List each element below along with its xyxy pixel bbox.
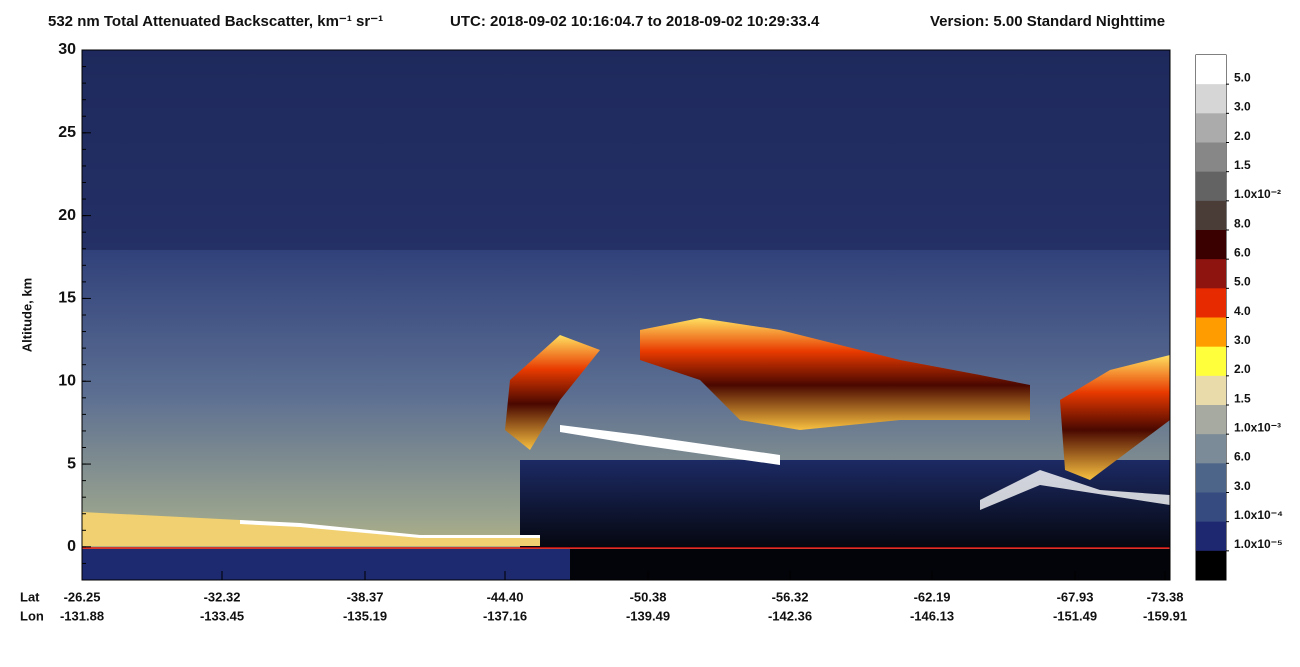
lat-label: -67.93	[1057, 589, 1094, 604]
lat-label: -26.25	[64, 589, 101, 604]
lon-label: -133.45	[200, 608, 244, 623]
colorbar-label: 4.0	[1234, 304, 1251, 318]
colorbar-segment	[1196, 142, 1226, 173]
colorbar-label: 1.5	[1234, 158, 1251, 172]
colorbar-label: 6.0	[1234, 450, 1251, 464]
attenuated-region	[520, 460, 1170, 548]
colorbar-label: 2.0	[1234, 362, 1251, 376]
y-axis-label: Altitude, km	[19, 278, 34, 352]
colorbar-segment	[1196, 317, 1226, 348]
subsurface	[82, 549, 570, 580]
lat-label: -44.40	[487, 589, 524, 604]
lon-label: -142.36	[768, 608, 812, 623]
boundary-layer-top	[240, 520, 540, 538]
lat-label: -38.37	[347, 589, 384, 604]
colorbar-label: 2.0	[1234, 129, 1251, 143]
colorbar-segment	[1196, 346, 1226, 377]
y-tick-label: 20	[58, 207, 76, 224]
upper-noise	[82, 50, 1170, 250]
colorbar-segment	[1196, 84, 1226, 114]
colorbar-label: 5.0	[1234, 275, 1251, 289]
colorbar-label: 3.0	[1234, 333, 1251, 347]
lon-label: -159.91	[1143, 608, 1187, 623]
colorbar-segment	[1196, 463, 1226, 493]
colorbar-segment	[1196, 521, 1226, 552]
lon-label: -146.13	[910, 608, 954, 623]
title: 532 nm Total Attenuated Backscatter, km⁻…	[48, 13, 383, 30]
colorbar-label: 5.0	[1234, 71, 1251, 85]
time-range: UTC: 2018-09-02 10:16:04.7 to 2018-09-02…	[450, 13, 820, 30]
subsurface	[570, 549, 1170, 580]
colorbar-label: 1.0x10⁻⁴	[1234, 508, 1283, 522]
colorbar-segment	[1196, 113, 1226, 143]
lat-label: -56.32	[772, 589, 809, 604]
colorbar-segment	[1196, 171, 1226, 202]
cirrus-cloud	[640, 318, 1030, 430]
lon-label: -131.88	[60, 608, 104, 623]
y-tick-label: 15	[58, 290, 76, 307]
y-tick-label: 0	[67, 538, 76, 555]
colorbar-label: 1.0x10⁻³	[1234, 421, 1281, 435]
x-row-label: Lon	[20, 608, 44, 623]
lat-label: -32.32	[204, 589, 241, 604]
lon-label: -151.49	[1053, 608, 1097, 623]
y-tick-label: 30	[58, 41, 76, 58]
colorbar-label: 1.0x10⁻⁵	[1234, 537, 1283, 551]
colorbar-segment	[1196, 230, 1226, 260]
cirrus-cloud	[1060, 355, 1170, 480]
colorbar-segment	[1196, 259, 1226, 289]
y-tick-label: 5	[67, 455, 76, 472]
lon-label: -137.16	[483, 608, 527, 623]
y-tick-label: 10	[58, 372, 76, 389]
lat-label: -73.38	[1147, 589, 1184, 604]
cirrus-cloud	[505, 335, 600, 450]
colorbar-label: 6.0	[1234, 246, 1251, 260]
colorbar-label: 8.0	[1234, 216, 1251, 230]
colorbar-segment	[1196, 550, 1226, 581]
plot-image	[82, 50, 1170, 580]
colorbar-segment	[1196, 492, 1226, 523]
lat-label: -50.38	[630, 589, 667, 604]
low-cloud	[980, 470, 1170, 510]
colorbar-label: 1.0x10⁻²	[1234, 187, 1281, 201]
colorbar-label: 1.5	[1234, 391, 1251, 405]
colorbar-segment	[1196, 405, 1226, 435]
lat-label: -62.19	[914, 589, 951, 604]
colorbar-segment	[1196, 434, 1226, 464]
version: Version: 5.00 Standard Nighttime	[930, 13, 1165, 30]
colorbar-segment	[1196, 288, 1226, 318]
x-row-label: Lat	[20, 589, 40, 604]
colorbar-segment	[1196, 200, 1226, 231]
y-tick-label: 25	[58, 124, 76, 141]
lon-label: -135.19	[343, 608, 387, 623]
colorbar-label: 3.0	[1234, 100, 1251, 114]
lon-label: -139.49	[626, 608, 670, 623]
cloud-top	[560, 425, 780, 465]
colorbar-segment	[1196, 55, 1226, 85]
colorbar-label: 3.0	[1234, 479, 1251, 493]
colorbar-segment	[1196, 375, 1226, 406]
